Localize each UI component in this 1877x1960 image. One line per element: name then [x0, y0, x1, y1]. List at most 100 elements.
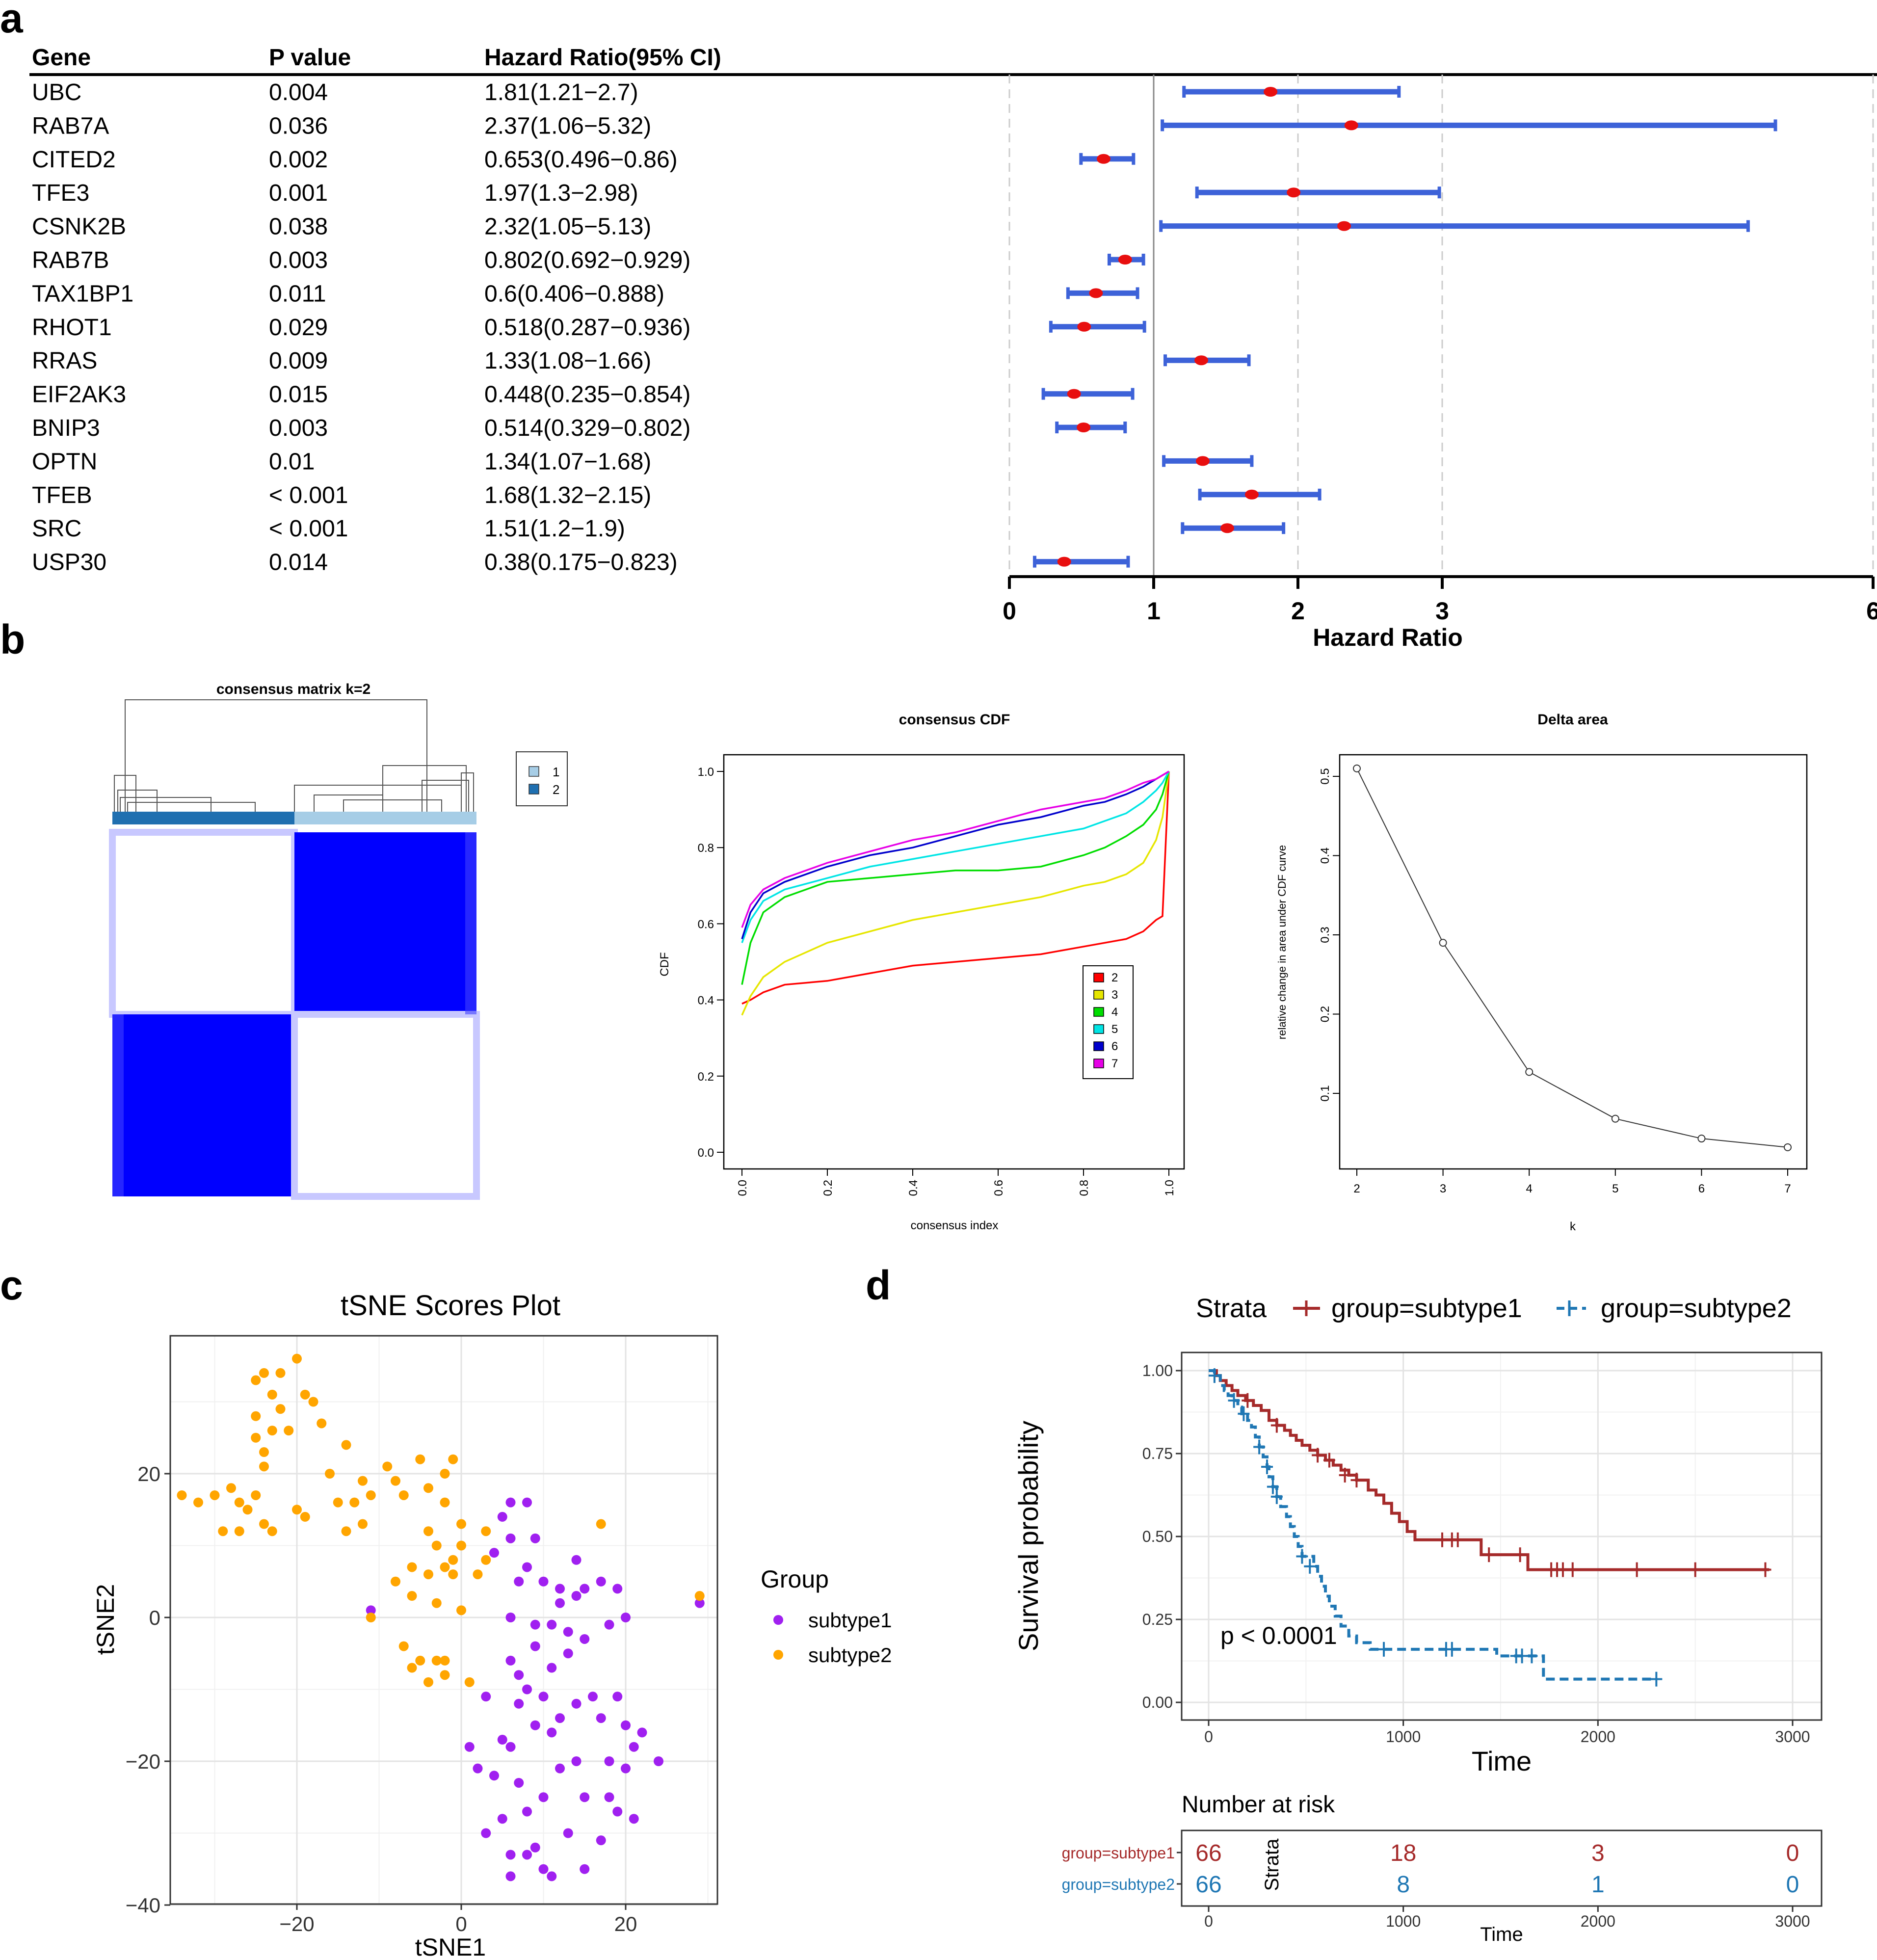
cdf-x-tick-label: 0.6: [992, 1180, 1005, 1196]
km-x-tick-label: 0: [1204, 1728, 1213, 1746]
tsne-x-tick-label: −20: [279, 1912, 314, 1935]
risk-table-count: 3: [1591, 1840, 1605, 1866]
delta-area-point: [1439, 939, 1447, 947]
tsne-point-subtype2: [398, 1641, 409, 1651]
forest-gene-label: EIF2AK3: [32, 382, 126, 408]
tsne-point-subtype2: [177, 1490, 187, 1500]
tsne-point-subtype1: [489, 1548, 499, 1558]
delta-y-tick-label: 0.2: [1319, 1006, 1332, 1022]
risk-table-x-tick-label: 0: [1204, 1912, 1213, 1930]
tsne-point-subtype1: [571, 1698, 582, 1709]
km-y-axis-label: Survival probability: [1013, 1421, 1044, 1651]
tsne-legend-marker-subtype2: [773, 1650, 783, 1660]
tsne-legend-title: Group: [761, 1565, 829, 1593]
forest-hr-text: 0.802(0.692−0.929): [484, 247, 690, 273]
forest-point: [1287, 187, 1301, 198]
cdf-legend-label: 5: [1111, 1023, 1118, 1036]
tsne-point-subtype2: [341, 1526, 351, 1536]
tsne-point-subtype2: [423, 1677, 433, 1687]
tsne-point-subtype1: [497, 1735, 507, 1745]
tsne-point-subtype2: [308, 1397, 318, 1407]
tsne-point-subtype2: [259, 1368, 269, 1378]
forest-pvalue: 0.003: [269, 415, 328, 441]
tsne-point-subtype1: [571, 1756, 582, 1766]
tsne-point-subtype2: [333, 1497, 343, 1508]
forest-rows: UBC 0.004 1.81(1.21−2.7) RAB7A 0.036 2.37(1.0…: [32, 79, 690, 576]
forest-gene-label: RAB7A: [32, 113, 109, 139]
tsne-point-subtype1: [621, 1613, 631, 1622]
tsne-point-subtype1: [547, 1619, 557, 1630]
tsne-point-subtype2: [275, 1404, 286, 1414]
forest-point: [1096, 154, 1110, 164]
forest-point: [1089, 288, 1103, 298]
tsne-point-subtype2: [275, 1368, 286, 1378]
tsne-point-subtype2: [407, 1663, 417, 1673]
tsne-point-subtype1: [629, 1814, 639, 1824]
cdf-series-line-k2: [741, 771, 1170, 1005]
tsne-point-subtype2: [415, 1454, 425, 1464]
tsne-y-tick-label: 0: [149, 1606, 160, 1629]
risk-table-count: 0: [1786, 1840, 1799, 1866]
forest-gene-label: OPTN: [32, 449, 97, 475]
forest-pvalue: 0.009: [269, 348, 328, 374]
tsne-point-subtype2: [193, 1497, 203, 1508]
tsne-point-subtype2: [448, 1569, 458, 1580]
forest-pvalue: 0.003: [269, 247, 328, 273]
legend-swatch-2: [529, 784, 539, 795]
tsne-point-subtype2: [218, 1526, 228, 1536]
tsne-point-subtype2: [242, 1505, 253, 1515]
tsne-panel-border: [169, 1335, 718, 1905]
tsne-point-subtype2: [349, 1497, 360, 1508]
tsne-point-subtype1: [694, 1598, 705, 1608]
panel-b-consensus-clustering: b consensus matrix k=2: [0, 616, 1808, 1233]
forest-point: [1195, 456, 1210, 466]
cdf-x-tick-label: 0.4: [907, 1180, 920, 1196]
tsne-point-subtype1: [538, 1864, 549, 1874]
tsne-point-subtype1: [514, 1698, 524, 1709]
dendrogram: [114, 699, 474, 812]
tsne-point-subtype2: [300, 1511, 310, 1522]
tsne-point-subtype2: [431, 1540, 442, 1551]
cdf-legend-label: 3: [1111, 988, 1118, 1002]
forest-hr-text: 0.448(0.235−0.854): [484, 382, 690, 408]
forest-point: [1077, 321, 1091, 332]
forest-hr-text: 1.34(1.07−1.68): [484, 449, 651, 475]
tsne-point-subtype2: [251, 1411, 261, 1421]
forest-gene-label: RAB7B: [32, 247, 109, 273]
forest-gene-label: CITED2: [32, 147, 116, 173]
risk-table-count: 8: [1397, 1872, 1410, 1898]
heatmap-block-bottom-left: [112, 1014, 294, 1196]
forest-gene-label: RHOT1: [32, 315, 112, 341]
km-legend-label-subtype2: group=subtype2: [1601, 1294, 1792, 1323]
tsne-point-subtype2: [473, 1569, 483, 1580]
panel-a-forest-plot: a Gene P value Hazard Ratio(95% CI) UBC 0…: [0, 0, 1877, 651]
tsne-point-subtype2: [251, 1432, 261, 1443]
tsne-point-subtype2: [317, 1418, 327, 1429]
delta-x-axis-label: k: [1570, 1220, 1576, 1233]
legend-box: [516, 751, 568, 806]
tsne-point-subtype1: [555, 1713, 565, 1723]
tsne-point-subtype2: [456, 1605, 466, 1616]
forest-gene-label: SRC: [32, 516, 81, 542]
tsne-point-subtype1: [497, 1511, 507, 1522]
forest-hr-text: 1.97(1.3−2.98): [484, 180, 638, 206]
tsne-point-subtype2: [481, 1526, 491, 1536]
forest-hr-text: 0.38(0.175−0.823): [484, 550, 678, 576]
tsne-y-tick-label: −20: [126, 1750, 160, 1773]
panel-letter-c: c: [0, 1262, 23, 1308]
panel-c-tsne: c tSNE Scores Plot −20 0 20 −40 −20 0 20 tSNE1…: [0, 1262, 892, 1960]
tsne-point-subtype1: [596, 1835, 606, 1846]
forest-hr-text: 1.81(1.21−2.7): [484, 79, 638, 106]
tsne-point-subtype1: [571, 1555, 582, 1565]
forest-point: [1118, 255, 1132, 265]
tsne-point-subtype1: [522, 1497, 532, 1508]
tsne-point-subtype1: [563, 1627, 573, 1637]
tsne-point-subtype1: [580, 1634, 590, 1644]
tsne-point-subtype1: [481, 1828, 491, 1838]
forest-gene-label: BNIP3: [32, 415, 100, 441]
tsne-point-subtype2: [382, 1461, 393, 1472]
tsne-point-subtype1: [522, 1850, 532, 1860]
tsne-point-subtype2: [210, 1490, 220, 1500]
forest-gene-label: TFE3: [32, 180, 89, 206]
